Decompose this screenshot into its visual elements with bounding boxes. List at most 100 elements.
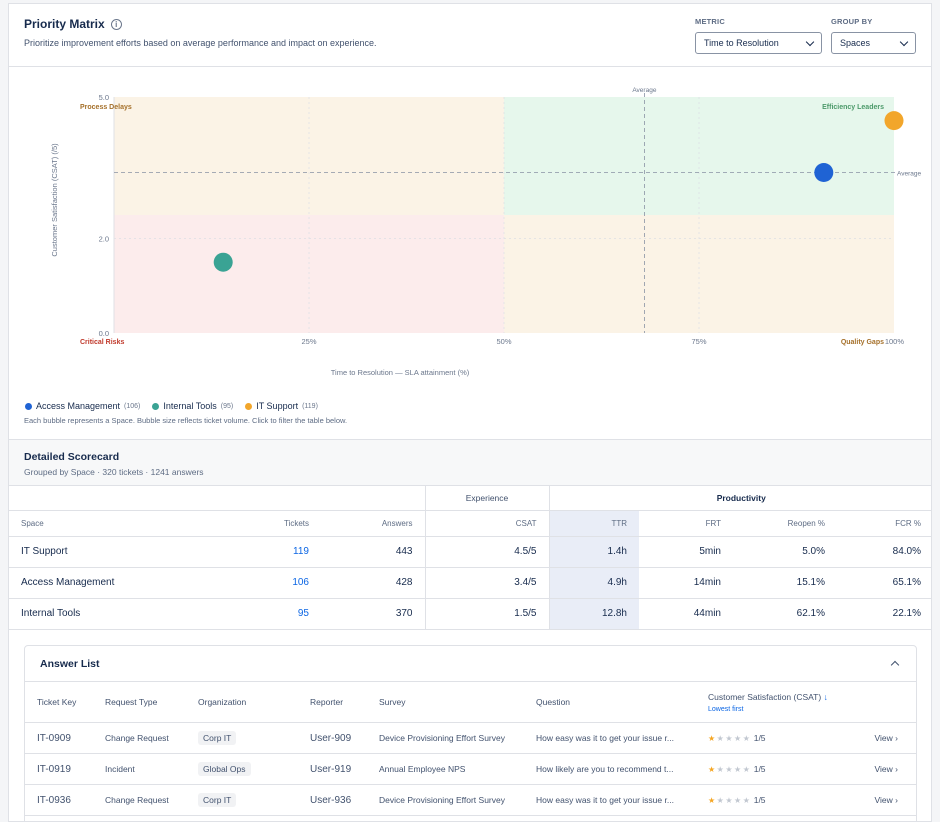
col-request-type[interactable]: Request Type [105,681,198,723]
cell-csat: ★★★★★ 1/5 [708,722,848,754]
cell-space: Access Management [9,567,209,599]
cell-organization: Corp IT [198,722,310,754]
cell-fcr: 84.0% [837,536,931,568]
view-link-label[interactable]: View › [874,764,898,774]
bubble-access-management[interactable] [814,163,834,183]
legend-dot-icon [25,402,32,410]
average-label-y: Average [897,171,921,178]
cell-space: Internal Tools [9,598,209,630]
legend-item[interactable]: Access Management (106) [25,401,140,411]
cell-organization: Corp IT [198,784,310,816]
col-space[interactable]: Space [9,510,209,537]
table-row[interactable]: Internal Tools 95 370 1.5/5 12.8h 44min … [9,598,931,630]
col-tickets[interactable]: Tickets [209,510,321,537]
title-text: Priority Matrix [24,17,105,31]
metric-select-value: Time to Resolution [704,38,779,48]
scorecard-title: Detailed Scorecard [24,451,120,463]
ticket-key-link[interactable]: IT-0909 [25,722,105,754]
group-by-select[interactable]: Spaces [831,32,916,54]
cell-csat: 1.5/5 [424,598,549,630]
sort-down-icon[interactable]: ↓ [823,691,828,702]
cell-tickets[interactable]: 95 [209,598,321,630]
org-badge: Corp IT [198,793,237,807]
legend-dot-icon [152,402,160,410]
y-tick-label: 5.0 [99,93,109,102]
answer-list-table: Ticket Key Request Type Organization Rep… [25,681,916,816]
cell-fcr: 65.1% [837,567,931,599]
view-link-label[interactable]: View › [874,795,898,805]
cell-tickets[interactable]: 119 [209,536,321,568]
col-fcr[interactable]: FCR % [837,510,931,537]
quadrant-label-quality-gaps: Quality Gaps [841,339,884,346]
panel-header: Priority Matrix i Prioritize improvement… [9,4,931,67]
csat-score: 1/5 [751,733,766,743]
view-link-label[interactable]: View › [874,733,898,743]
sort-label[interactable]: Lowest first [708,705,744,713]
col-csat[interactable]: CSAT [424,510,549,537]
cell-request-type: Change Request [105,784,198,816]
survey-link[interactable]: Device Provisioning Effort Survey [379,722,536,754]
col-survey[interactable]: Survey [379,681,536,723]
col-reporter[interactable]: Reporter [310,681,379,723]
scorecard-header: Detailed Scorecard Grouped by Space · 32… [9,439,931,486]
col-answers[interactable]: Answers [321,510,425,537]
col-question[interactable]: Question [536,681,708,723]
col-ttr[interactable]: TTR [548,510,639,537]
survey-link[interactable]: Annual Employee NPS [379,753,536,785]
view-button[interactable]: View › [848,784,916,816]
table-row[interactable]: IT-0909 Change Request Corp IT User-909 Devi… [25,722,916,754]
org-badge: Global Ops [198,762,251,776]
cell-answers: 428 [321,567,425,599]
csat-score: 1/5 [751,764,766,774]
chevron-up-icon[interactable] [890,660,900,670]
cell-frt: 5min [639,536,733,568]
col-csat-sort[interactable]: Customer Satisfaction (CSAT) ↓ Lowest fi… [708,681,916,723]
cell-frt: 14min [639,567,733,599]
answer-list-title: Answer List [40,658,100,670]
chevron-down-icon [805,37,815,46]
table-row[interactable]: IT-0919 Incident Global Ops User-919 Annual … [25,753,916,785]
star-rating-icon: ★★★★★ [708,796,752,805]
cell-csat: ★★★★★ 1/5 [708,784,848,816]
info-icon[interactable]: i [110,18,122,30]
bubble-internal-tools[interactable] [213,252,233,272]
legend-item[interactable]: IT Support (119) [245,401,318,411]
legend-item[interactable]: Internal Tools (95) [152,401,233,411]
cell-reopen: 15.1% [733,567,837,599]
ticket-key-link[interactable]: IT-0936 [25,784,105,816]
legend-note: Each bubble represents a Space. Bubble s… [24,416,348,425]
chart-legend: Access Management (106) Internal Tools (95)… [25,401,324,411]
y-tick-label: 0.0 [99,329,109,338]
group-spacer [9,486,425,511]
table-row[interactable]: Access Management 106 428 3.4/5 4.9h 14m… [9,567,931,599]
view-button[interactable]: View › [848,753,916,785]
cell-answers: 370 [321,598,425,630]
bubble-it-support[interactable] [884,111,904,131]
legend-label: Internal Tools [163,401,217,411]
page-title: Priority Matrix i [24,17,122,31]
x-tick-label: 75% [691,337,706,346]
cell-question: How easy was it to get your issue r... [536,784,708,816]
cell-reporter: User-909 [310,722,379,754]
col-frt[interactable]: FRT [639,510,733,537]
priority-matrix-chart: Average Average Process Delays Efficiency L… [50,87,921,377]
col-reopen[interactable]: Reopen % [733,510,837,537]
cell-tickets[interactable]: 106 [209,567,321,599]
ticket-key-link[interactable]: IT-0919 [25,753,105,785]
priority-matrix-panel: Priority Matrix i Prioritize improvement… [8,3,932,822]
cell-frt: 44min [639,598,733,630]
view-button[interactable]: View › [848,722,916,754]
cell-csat: 4.5/5 [424,536,549,568]
group-productivity: Productivity [548,486,931,511]
col-organization[interactable]: Organization [198,681,310,723]
cell-reopen: 5.0% [733,536,837,568]
group-by-label: GROUP BY [831,17,873,26]
cell-space: IT Support [9,536,209,568]
metric-select[interactable]: Time to Resolution [695,32,822,54]
legend-count: (106) [124,402,141,410]
table-row[interactable]: IT Support 119 443 4.5/5 1.4h 5min 5.0% … [9,536,931,568]
col-ticket-key[interactable]: Ticket Key [25,681,105,723]
quadrant-top-right [504,97,894,215]
table-row[interactable]: IT-0936 Change Request Corp IT User-936 Devi… [25,784,916,816]
survey-link[interactable]: Device Provisioning Effort Survey [379,784,536,816]
